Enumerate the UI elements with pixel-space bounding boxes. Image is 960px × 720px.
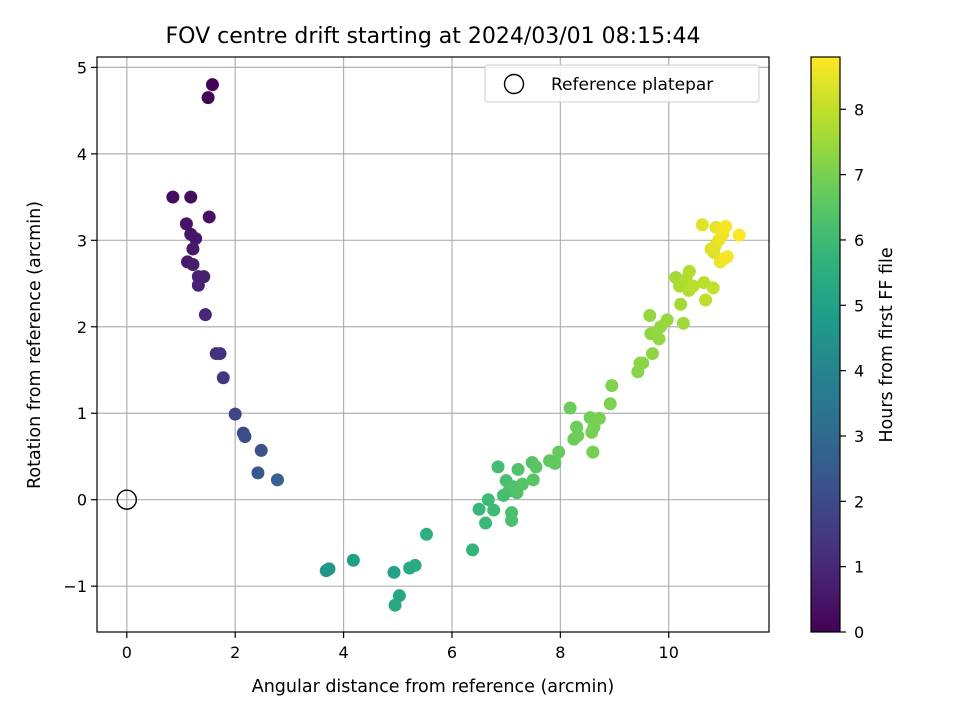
data-point	[605, 379, 619, 393]
y-axis-label: Rotation from reference (arcmin)	[25, 201, 45, 489]
data-point	[213, 347, 227, 361]
x-tick-label: 8	[555, 643, 565, 662]
data-point	[487, 503, 501, 517]
data-point	[387, 565, 401, 579]
data-point	[526, 473, 540, 487]
data-point	[228, 407, 242, 421]
y-tick-label: 0	[77, 491, 87, 510]
data-point	[682, 264, 696, 278]
legend-box	[484, 64, 760, 103]
data-point	[251, 466, 265, 480]
colorbar	[810, 56, 841, 633]
data-point	[186, 258, 200, 272]
x-tick-label: 0	[122, 643, 132, 662]
data-point	[238, 430, 252, 444]
x-axis-ticks: 0 2 4 6 8 10	[122, 632, 679, 662]
data-point	[202, 210, 216, 224]
data-point	[322, 562, 336, 576]
data-point	[645, 347, 659, 361]
data-point	[505, 513, 519, 527]
data-point	[166, 190, 180, 204]
y-tick-label: 1	[77, 404, 87, 423]
data-point	[695, 218, 709, 232]
data-point	[408, 558, 422, 572]
y-tick-label: 4	[77, 145, 87, 164]
data-point	[552, 445, 566, 459]
data-point	[466, 543, 480, 557]
data-point	[571, 429, 585, 443]
data-point	[732, 228, 746, 242]
data-point	[205, 78, 219, 92]
colorbar-tick-label: 1	[854, 558, 864, 577]
chart-title: FOV centre drift starting at 2024/03/01 …	[166, 24, 701, 49]
data-point	[636, 356, 650, 370]
data-point	[592, 411, 606, 425]
data-point	[216, 371, 230, 385]
y-tick-label: 3	[77, 231, 87, 250]
data-point	[719, 219, 733, 233]
data-point	[254, 443, 268, 457]
data-point	[179, 217, 193, 231]
data-point	[529, 460, 543, 474]
data-point	[184, 190, 198, 204]
data-point	[548, 456, 562, 470]
data-point	[603, 397, 617, 411]
data-point	[388, 598, 402, 612]
x-axis-label: Angular distance from reference (arcmin)	[252, 677, 615, 697]
data-point	[479, 516, 493, 530]
data-point	[481, 493, 495, 507]
data-point	[699, 293, 713, 307]
colorbar-ticks: 0 1 2 3 4 5 6 7 8	[840, 100, 864, 642]
data-point	[198, 308, 212, 322]
colorbar-tick-label: 3	[854, 427, 864, 446]
y-axis-ticks: −1 0 1 2 3 4 5	[63, 58, 97, 596]
y-tick-label: 2	[77, 318, 87, 337]
data-point	[189, 232, 203, 246]
data-point	[511, 462, 525, 476]
plot-frame	[96, 56, 770, 633]
colorbar-label: Hours from first FF file	[877, 247, 897, 442]
data-point	[676, 316, 690, 330]
data-point	[660, 313, 674, 327]
colorbar-tick-label: 4	[854, 362, 864, 381]
colorbar-tick-label: 0	[854, 623, 864, 642]
colorbar-tick-label: 8	[854, 100, 864, 119]
colorbar-tick-label: 5	[854, 296, 864, 315]
y-tick-label: −1	[63, 577, 87, 596]
data-point	[720, 250, 734, 264]
data-point	[563, 401, 577, 415]
data-point	[674, 297, 688, 311]
data-point	[515, 477, 529, 491]
legend-reference-marker	[503, 73, 525, 95]
y-tick-label: 5	[77, 58, 87, 77]
colorbar-tick-label: 7	[854, 166, 864, 185]
x-tick-label: 10	[659, 643, 679, 662]
data-point	[419, 527, 433, 541]
x-tick-label: 4	[338, 643, 348, 662]
colorbar-tick-label: 6	[854, 231, 864, 250]
data-point	[201, 91, 215, 105]
data-point	[652, 332, 666, 346]
data-point	[686, 279, 700, 293]
data-point	[586, 445, 600, 459]
legend: Reference platepar	[484, 64, 760, 103]
reference-marker	[116, 489, 138, 510]
data-point	[472, 502, 486, 516]
data-point	[706, 281, 720, 295]
data-point	[491, 460, 505, 474]
data-points	[166, 78, 746, 612]
data-point	[191, 278, 205, 292]
data-point	[270, 473, 284, 487]
data-point	[346, 553, 360, 567]
data-point	[186, 242, 200, 256]
colorbar-tick-label: 2	[854, 492, 864, 511]
x-tick-label: 2	[230, 643, 240, 662]
data-point	[643, 309, 657, 323]
x-tick-label: 6	[447, 643, 457, 662]
legend-label: Reference platepar	[551, 75, 713, 95]
